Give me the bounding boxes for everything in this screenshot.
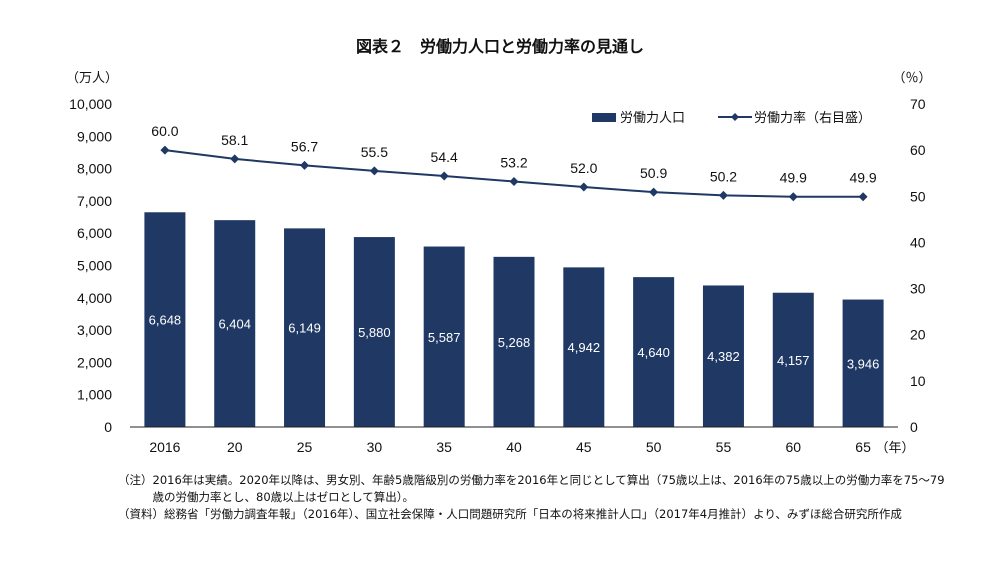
bar-value-label: 4,942	[568, 340, 601, 355]
right-axis-tick-label: 30	[910, 281, 926, 297]
bar-value-label: 4,640	[637, 345, 670, 360]
left-axis-tick-label: 8,000	[77, 161, 112, 177]
source-row: （資料） 総務省「労働力調査年報」（2016年）、国立社会保障・人口問題研究所「…	[118, 506, 948, 523]
x-axis-tick-label: 20	[227, 439, 243, 455]
left-axis: 0 1,000 2,000 3,000 4,000 5,000 6,000 7,000 8,00…	[69, 96, 112, 435]
bar-value-label: 4,382	[707, 349, 740, 364]
bar	[214, 220, 256, 427]
line-series: 60.0 58.1 56.7 55.5 54.4 53.2 52.0 50.9 50.2 49.9…	[151, 123, 877, 202]
bar	[633, 277, 675, 427]
bar	[423, 246, 465, 427]
line-value-label: 56.7	[291, 138, 318, 154]
bar-value-label: 6,648	[149, 313, 182, 328]
bar	[842, 299, 884, 427]
legend-line-marker	[731, 113, 739, 121]
line-value-label: 58.1	[221, 132, 248, 148]
left-axis-tick-label: 5,000	[77, 258, 112, 274]
x-axis-tick-label: 35	[436, 439, 452, 455]
x-axis: 2016 20 25 30 35 40 45 50 55 60 65	[149, 439, 871, 455]
right-axis-tick-label: 10	[910, 373, 926, 389]
x-axis-tick-label: 65	[855, 439, 871, 455]
left-axis-tick-label: 3,000	[77, 322, 112, 338]
bar	[493, 256, 535, 427]
line-point	[439, 171, 449, 181]
left-axis-tick-label: 0	[104, 419, 112, 435]
line-point	[230, 154, 240, 164]
line-value-label: 54.4	[431, 149, 458, 165]
right-axis-tick-label: 20	[910, 327, 926, 343]
line-value-label: 60.0	[151, 123, 178, 139]
left-axis-tick-label: 1,000	[77, 387, 112, 403]
x-axis-tick-label: 2016	[149, 439, 180, 455]
x-axis-tick-label: 30	[367, 439, 383, 455]
line-point	[649, 187, 659, 197]
line-value-label: 49.9	[780, 170, 807, 186]
line-value-label: 50.2	[710, 168, 737, 184]
line-point	[509, 177, 519, 187]
line-point	[300, 160, 310, 170]
left-axis-tick-label: 6,000	[77, 225, 112, 241]
legend-line-label: 労働力率（右目盛）	[754, 110, 871, 126]
chart: 図表２ 労働力人口と労働力率の見通し （万人） （％） 0 1,000 2,000 3…	[66, 37, 932, 456]
x-axis-tick-label: 55	[716, 439, 732, 455]
right-axis-unit: （％）	[892, 71, 931, 86]
line-value-label: 50.9	[640, 165, 667, 181]
x-axis-tick-label: 25	[297, 439, 313, 455]
bar-value-label: 5,587	[428, 330, 461, 345]
left-axis-unit: （万人）	[66, 71, 118, 86]
source-text: 総務省「労働力調査年報」（2016年）、国立社会保障・人口問題研究所「日本の将来…	[164, 507, 902, 521]
bar-value-label: 6,404	[218, 317, 251, 332]
note-row: （注） 2016年は実績。2020年以降は、男女別、年齢5歳階級別の労働力率を2…	[118, 472, 948, 506]
notes: （注） 2016年は実績。2020年以降は、男女別、年齢5歳階級別の労働力率を2…	[118, 472, 948, 523]
bar-series: 6,648 6,404 6,149 5,880 5,587 5,268 4,942 4,640…	[144, 212, 884, 427]
left-axis-tick-label: 4,000	[77, 290, 112, 306]
x-axis-tick-label: 45	[576, 439, 592, 455]
x-axis-unit: （年）	[875, 441, 914, 456]
right-axis-tick-label: 50	[910, 188, 926, 204]
source-tag: （資料）	[118, 507, 164, 521]
line-point	[369, 166, 379, 176]
left-axis-tick-label: 2,000	[77, 354, 112, 370]
bar	[772, 292, 814, 427]
bar	[284, 228, 326, 427]
left-axis-tick-label: 10,000	[69, 96, 112, 112]
line-point	[788, 192, 798, 202]
line-point	[160, 145, 170, 155]
bar-value-label: 5,880	[358, 325, 391, 340]
bar	[702, 285, 744, 427]
left-axis-tick-label: 7,000	[77, 193, 112, 209]
bar-value-label: 4,157	[777, 353, 810, 368]
line-point	[858, 192, 868, 202]
legend-bar-swatch	[592, 113, 616, 122]
x-axis-tick-label: 60	[785, 439, 801, 455]
x-axis-tick-label: 50	[646, 439, 662, 455]
line-value-label: 55.5	[361, 144, 388, 160]
note-tag: （注）	[118, 473, 153, 487]
chart-title: 図表２ 労働力人口と労働力率の見通し	[356, 37, 644, 56]
right-axis: 0 10 20 30 40 50 60 70	[910, 96, 926, 435]
bar	[353, 237, 395, 427]
bar-value-label: 3,946	[847, 356, 880, 371]
line-value-label: 53.2	[500, 155, 527, 171]
legend: 労働力人口 労働力率（右目盛）	[592, 110, 871, 126]
line-value-label: 52.0	[570, 160, 597, 176]
bar-value-label: 5,268	[498, 335, 531, 350]
bar	[563, 267, 605, 427]
legend-bar-label: 労働力人口	[620, 111, 685, 126]
right-axis-tick-label: 60	[910, 142, 926, 158]
bar-value-label: 6,149	[288, 321, 321, 336]
right-axis-tick-label: 0	[910, 419, 918, 435]
right-axis-tick-label: 70	[910, 96, 926, 112]
bar	[144, 212, 186, 427]
note-text: 2016年は実績。2020年以降は、男女別、年齢5歳階級別の労働力率を2016年…	[152, 473, 945, 504]
line-point	[718, 190, 728, 200]
line-point	[579, 182, 589, 192]
line-value-label: 49.9	[849, 170, 876, 186]
right-axis-tick-label: 40	[910, 234, 926, 250]
x-axis-tick-label: 40	[506, 439, 522, 455]
left-axis-tick-label: 9,000	[77, 128, 112, 144]
